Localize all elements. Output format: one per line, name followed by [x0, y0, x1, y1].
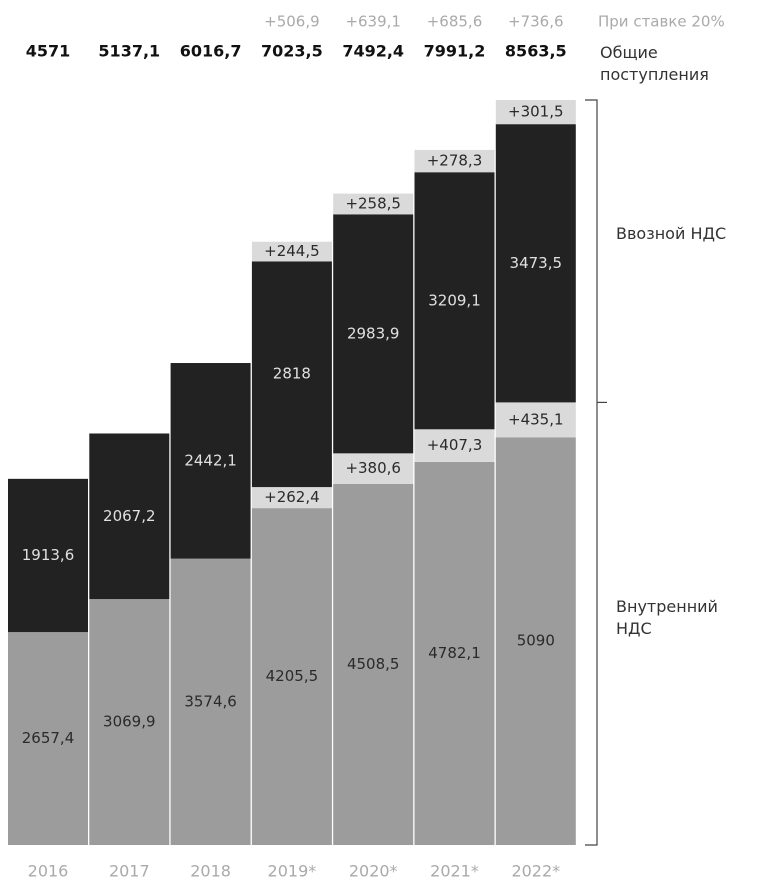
x-tick-label: 2018: [190, 862, 231, 881]
bar-segment: [414, 429, 495, 462]
bar-segment: [8, 632, 88, 845]
x-tick-label: 2022*: [511, 862, 560, 881]
x-tick-label: 2017: [109, 862, 150, 881]
rate-total-label: +639,1: [345, 13, 401, 31]
value-label: +258,5: [345, 194, 401, 212]
total-label: 7991,2: [424, 42, 486, 61]
x-tick-label: 2021*: [430, 862, 479, 881]
bar-segment: [414, 149, 495, 173]
value-label: 1913,6: [22, 546, 75, 564]
x-tick-label: 2016: [28, 862, 69, 881]
bar-segment: [89, 599, 170, 845]
value-label: 2657,4: [22, 729, 75, 747]
value-label: 2442,1: [184, 451, 237, 469]
bar-segment: [414, 461, 495, 845]
total-label: 4571: [26, 42, 71, 61]
x-tick-label: 2020*: [349, 862, 398, 881]
bar-segment: [170, 363, 251, 559]
bar-segment: [333, 483, 414, 845]
bar-segment: [251, 261, 332, 488]
total-label: 8563,5: [505, 42, 567, 61]
bar-segment: [251, 508, 332, 845]
series-label: Ввозной НДС: [616, 224, 727, 244]
value-label: +244,5: [264, 242, 320, 260]
value-label: +380,6: [345, 459, 401, 477]
bar-segment: [170, 558, 251, 845]
x-tick-label: 2019*: [268, 862, 317, 881]
bar-segment: [333, 453, 414, 484]
value-label: 2067,2: [103, 507, 156, 525]
totals-label: Общие поступления: [600, 43, 709, 84]
bar-segment: [495, 124, 576, 403]
bar-segment: [251, 241, 332, 262]
total-label: 5137,1: [98, 42, 160, 61]
bar-segment: [333, 214, 414, 454]
value-label: 4508,5: [347, 655, 400, 673]
total-label: 7023,5: [261, 42, 323, 61]
value-label: +301,5: [508, 103, 564, 121]
value-label: 3574,6: [184, 692, 237, 710]
value-label: +435,1: [508, 410, 564, 428]
bar-segment: [495, 437, 576, 845]
value-label: 3209,1: [428, 291, 481, 309]
bar-segment: [495, 402, 576, 438]
value-label: 2983,9: [347, 324, 400, 342]
value-label: 2818: [273, 365, 311, 383]
bar-segment: [8, 478, 88, 633]
value-label: +278,3: [427, 152, 483, 170]
rate-label: При ставке 20%: [598, 13, 725, 31]
value-label: 4782,1: [428, 644, 481, 662]
value-label: 4205,5: [266, 667, 319, 685]
bar-segment: [495, 100, 576, 125]
value-label: 3473,5: [510, 254, 563, 272]
value-label: +407,3: [427, 436, 483, 454]
value-label: +262,4: [264, 488, 320, 506]
value-label: 5090: [517, 632, 555, 650]
bar-segment: [251, 487, 332, 509]
bar-segment: [414, 172, 495, 430]
rate-total-label: +736,6: [508, 13, 564, 31]
rate-total-label: +685,6: [427, 13, 483, 31]
rate-total-label: +506,9: [264, 13, 320, 31]
bar-segment: [333, 193, 414, 215]
bracket: [585, 99, 598, 846]
total-label: 7492,4: [342, 42, 404, 61]
series-label: Внутренний НДС: [616, 596, 718, 638]
bar-segment: [89, 433, 170, 600]
total-label: 6016,7: [180, 42, 242, 61]
value-label: 3069,9: [103, 713, 156, 731]
